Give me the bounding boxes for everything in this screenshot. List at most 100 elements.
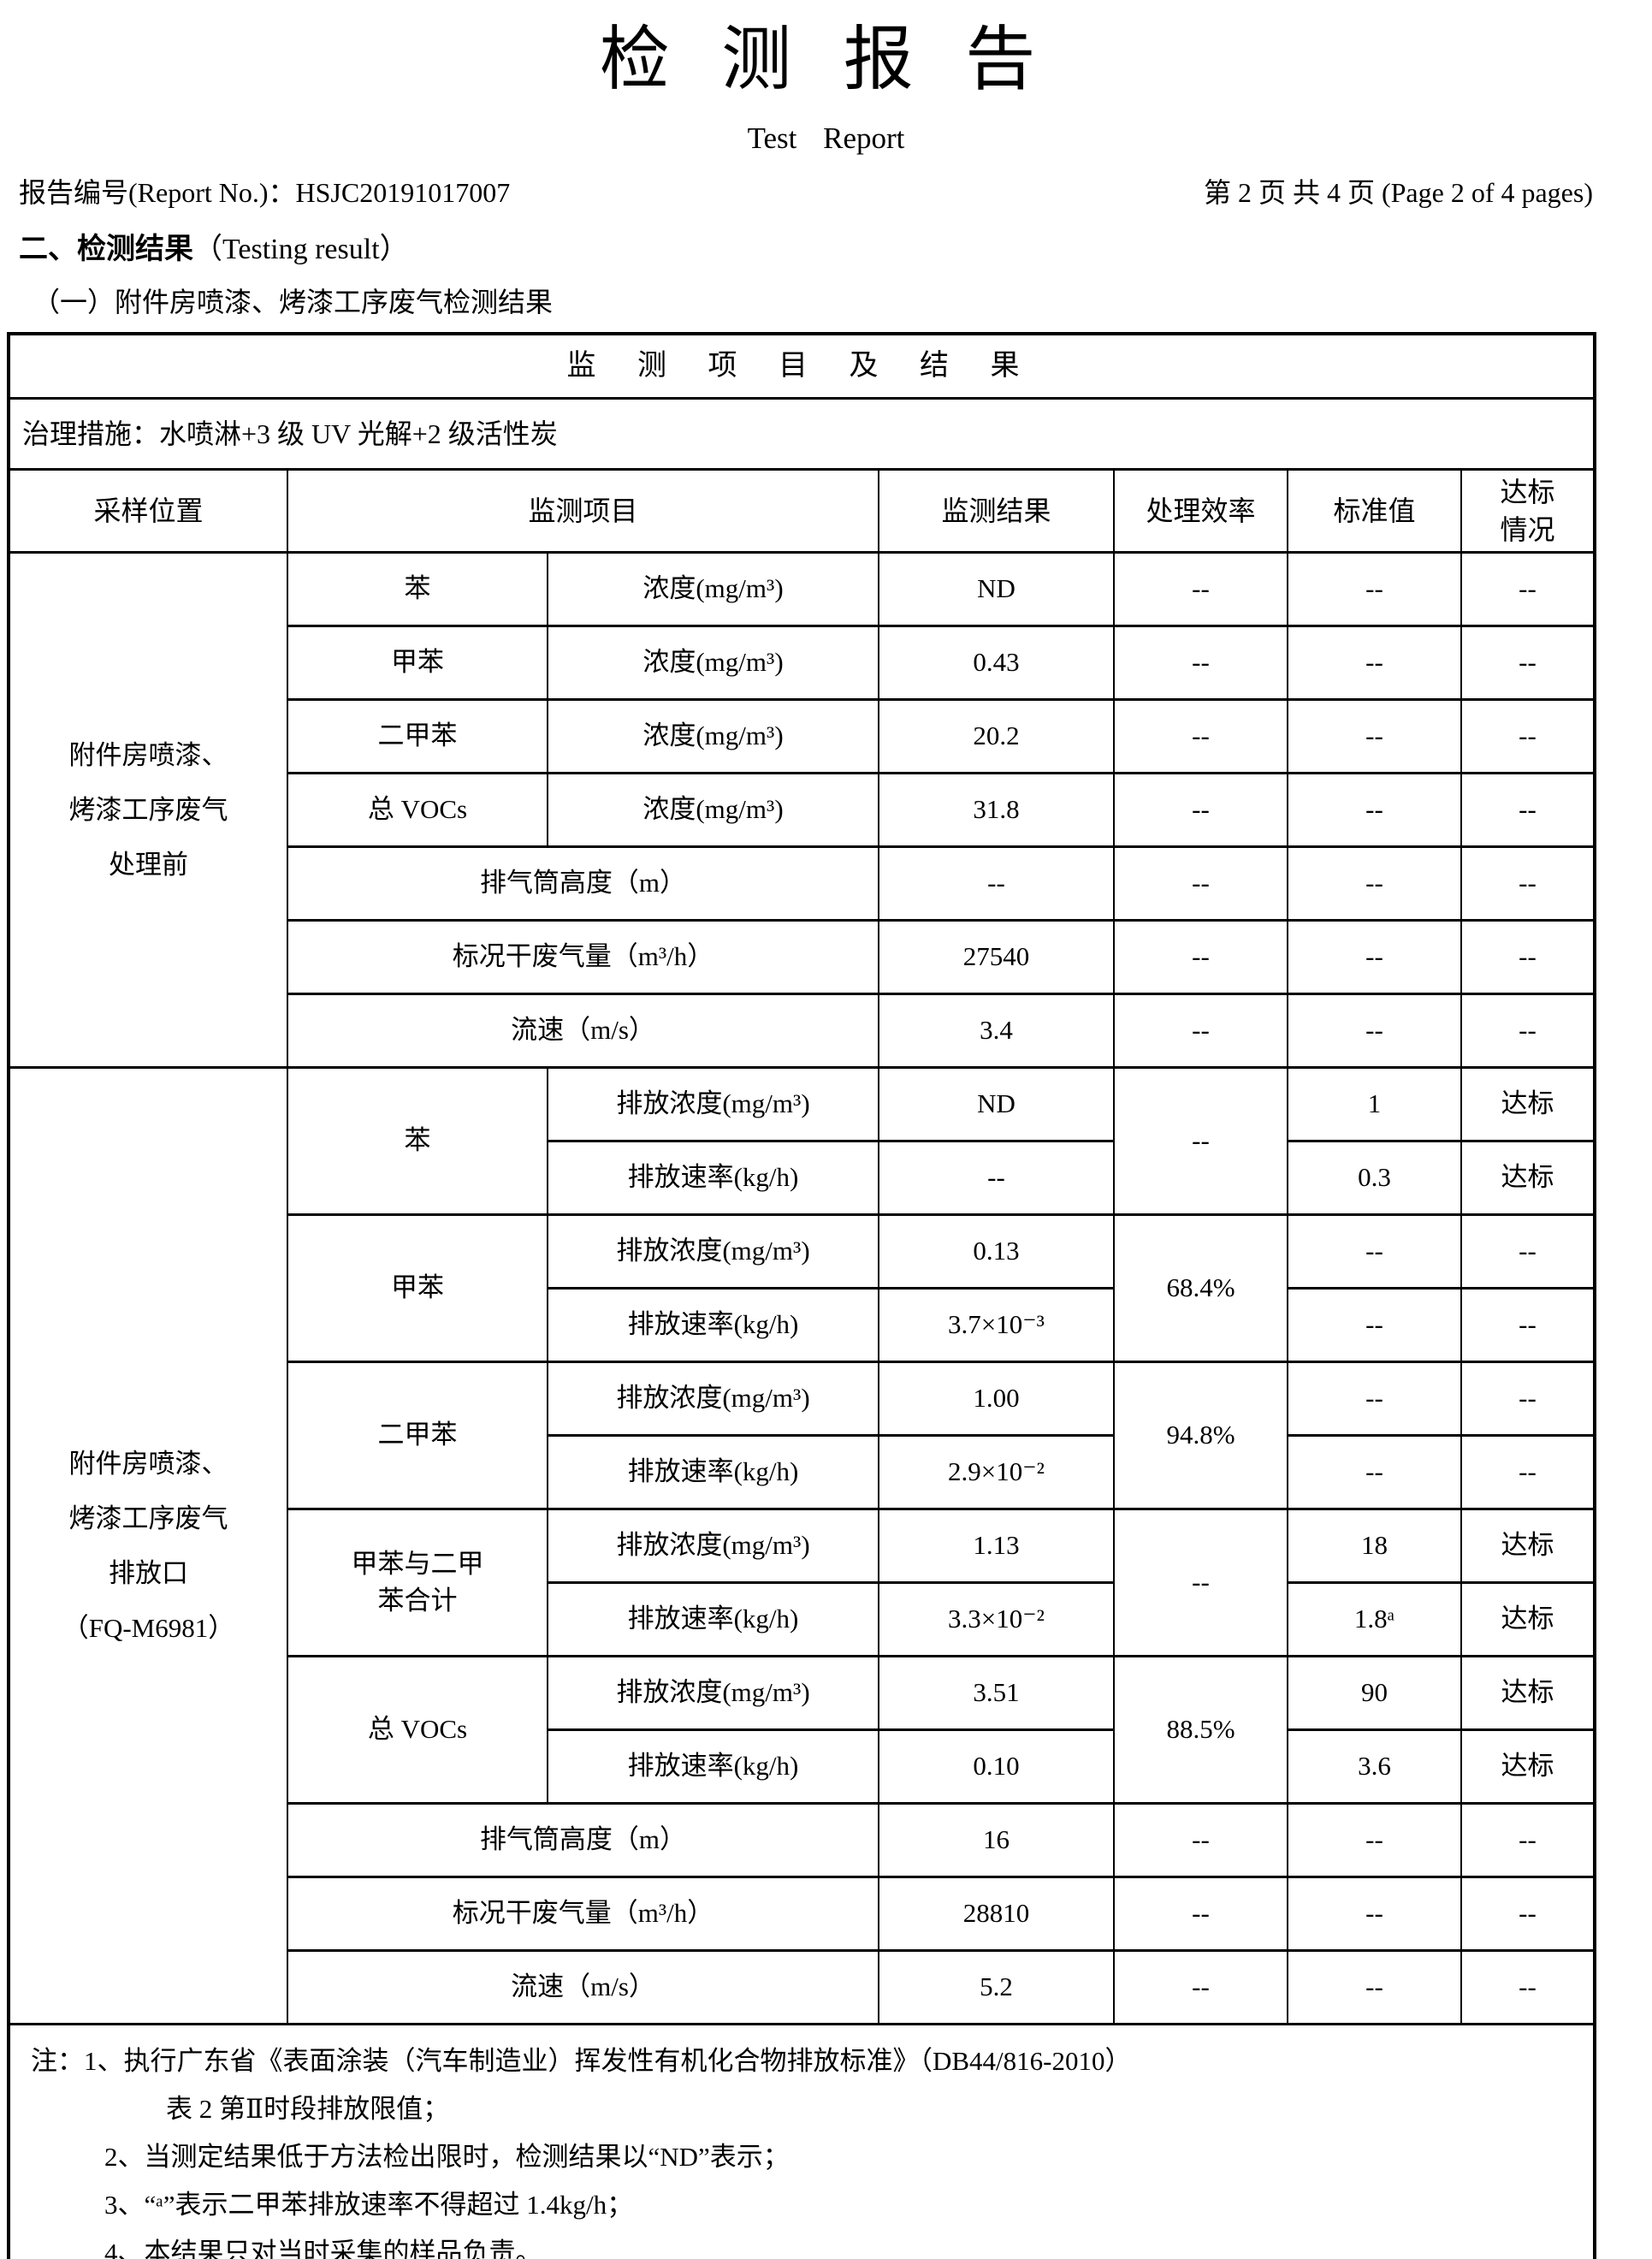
result-value-cell: -- [878,845,1115,922]
result-value-cell: 3.7×10⁻³ [878,1287,1115,1363]
standard-value-cell: -- [1287,698,1462,774]
metric-label-cell: 排放浓度(mg/m³) [547,1213,879,1290]
result-value-cell: ND [878,1066,1115,1142]
efficiency-value-cell: -- [1113,1949,1288,2025]
efficiency-value-cell: -- [1113,845,1288,922]
compliance-status-cell: -- [1460,1949,1596,2025]
compliance-status-cell: -- [1460,1287,1596,1363]
result-value-cell: 3.51 [878,1655,1115,1731]
metric-label-cell: 排放速率(kg/h) [547,1581,879,1657]
col-header-standard: 标准值 [1287,468,1462,554]
section-heading-en: （Testing result） [193,234,409,265]
item-label-cell: 标况干废气量（m³/h） [287,919,879,995]
pollutant-name-cell: 甲苯与二甲 苯合计 [287,1508,548,1657]
standard-value-cell: -- [1287,1949,1462,2025]
standard-value-cell: -- [1287,625,1462,701]
result-value-cell: 0.10 [878,1728,1115,1805]
section-heading: 二、检测结果（Testing result） [19,233,1652,267]
standard-value-cell: -- [1287,919,1462,995]
result-value-cell: 1.00 [878,1361,1115,1437]
metric-label-cell: 排放速率(kg/h) [547,1140,879,1216]
compliance-status-cell: -- [1460,993,1596,1069]
efficiency-value-cell: -- [1113,1876,1288,1952]
pollutant-name-cell: 苯 [287,1066,548,1216]
treatment-measure-cell: 治理措施：水喷淋+3 级 UV 光解+2 级活性炭 [8,397,1596,471]
compliance-status-cell: 达标 [1460,1655,1596,1731]
report-number: 报告编号(Report No.)：HSJC20191017007 [19,177,511,208]
note-line-3: 3、“ᵃ”表示二甲苯排放速率不得超过 1.4kg/h； [104,2190,634,2220]
report-title: 检 测 报 告 [599,21,1053,98]
result-value-cell: 5.2 [878,1949,1115,2025]
col-header-monitoring-item: 监测项目 [287,468,879,554]
efficiency-value-cell: -- [1113,625,1288,701]
result-value-cell: 16 [878,1802,1115,1878]
result-value-cell: 3.3×10⁻² [878,1581,1115,1657]
metric-label-cell: 排放浓度(mg/m³) [547,1066,879,1142]
efficiency-value-cell: 88.5% [1113,1655,1288,1805]
standard-value-cell: -- [1287,993,1462,1069]
efficiency-value-cell: -- [1113,919,1288,995]
compliance-status-cell: -- [1460,698,1596,774]
pollutant-name-cell: 总 VOCs [287,772,548,848]
efficiency-value-cell: 68.4% [1113,1213,1288,1363]
note-line-1: 注：1、执行广东省《表面涂装（汽车制造业）挥发性有机化合物排放标准》（DB44/… [31,2046,1132,2076]
col-header-efficiency: 处理效率 [1113,468,1288,554]
standard-value-cell: 1 [1287,1066,1462,1142]
efficiency-value-cell: -- [1113,1066,1288,1216]
result-value-cell: 0.13 [878,1213,1115,1290]
subsection-heading: （一）附件房喷漆、烤漆工序废气检测结果 [33,287,554,317]
group2-position-cell: 附件房喷漆、 烤漆工序废气 排放口 （FQ-M6981） [8,1066,288,2025]
efficiency-value-cell: -- [1113,698,1288,774]
compliance-status-cell: -- [1460,772,1596,848]
notes-cell: 注：1、执行广东省《表面涂装（汽车制造业）挥发性有机化合物排放标准》（DB44/… [8,2023,1596,2259]
report-subtitle-en: Test Report [747,122,905,155]
compliance-status-cell: 达标 [1460,1581,1596,1657]
report-meta-row: 报告编号(Report No.)：HSJC20191017007 第 2 页 共… [0,176,1652,209]
pollutant-name-cell: 总 VOCs [287,1655,548,1805]
standard-value-cell: -- [1287,1213,1462,1290]
compliance-status-cell: 达标 [1460,1140,1596,1216]
metric-label-cell: 浓度(mg/m³) [547,772,879,848]
pollutant-name-cell: 二甲苯 [287,698,548,774]
standard-value-cell: -- [1287,845,1462,922]
metric-label-cell: 排放速率(kg/h) [547,1287,879,1363]
efficiency-value-cell: -- [1113,551,1288,627]
result-value-cell: 31.8 [878,772,1115,848]
standard-value-cell: 18 [1287,1508,1462,1584]
compliance-status-cell: -- [1460,625,1596,701]
col-header-sampling-position: 采样位置 [8,468,288,554]
metric-label-cell: 排放速率(kg/h) [547,1434,879,1510]
efficiency-value-cell: -- [1113,1508,1288,1657]
result-value-cell: 1.13 [878,1508,1115,1584]
efficiency-value-cell: 94.8% [1113,1361,1288,1510]
result-value-cell: 27540 [878,919,1115,995]
item-label-cell: 排气筒高度（m） [287,845,879,922]
result-value-cell: -- [878,1140,1115,1216]
metric-label-cell: 浓度(mg/m³) [547,625,879,701]
compliance-status-cell: 达标 [1460,1508,1596,1584]
result-value-cell: 20.2 [878,698,1115,774]
standard-value-cell: -- [1287,551,1462,627]
col-header-compliance: 达标 情况 [1460,468,1596,554]
pollutant-name-cell: 甲苯 [287,625,548,701]
note-line-4: 4、本结果只对当时采集的样品负责。 [104,2238,542,2259]
compliance-status-cell: -- [1460,1361,1596,1437]
result-value-cell: 28810 [878,1876,1115,1952]
standard-value-cell: -- [1287,1361,1462,1437]
note-line-1-cont: 表 2 第Ⅱ时段排放限值； [166,2094,450,2124]
compliance-status-cell: 达标 [1460,1728,1596,1805]
section-heading-zh: 二、检测结果 [19,234,193,265]
compliance-status-cell: -- [1460,1876,1596,1952]
pollutant-name-cell: 苯 [287,551,548,627]
compliance-status-cell: -- [1460,1213,1596,1290]
pollutant-name-cell: 二甲苯 [287,1361,548,1510]
compliance-status-cell: -- [1460,1802,1596,1878]
standard-value-cell: -- [1287,1802,1462,1878]
results-table: 监 测 项 目 及 结 果 治理措施：水喷淋+3 级 UV 光解+2 级活性炭 … [7,332,1596,2259]
standard-value-cell: 3.6 [1287,1728,1462,1805]
item-label-cell: 标况干废气量（m³/h） [287,1876,879,1952]
metric-label-cell: 排放速率(kg/h) [547,1728,879,1805]
result-value-cell: 2.9×10⁻² [878,1434,1115,1510]
item-label-cell: 流速（m/s） [287,993,879,1069]
